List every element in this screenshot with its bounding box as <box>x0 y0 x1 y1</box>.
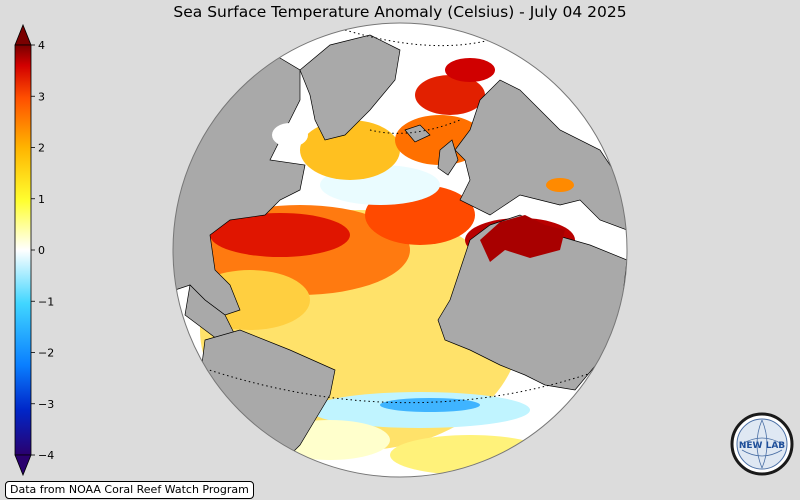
colorbar-min-extend <box>14 454 32 477</box>
colorbar-legend: 4 3 2 1 0 −1 −2 −3 −4 <box>14 23 54 477</box>
colorbar-tick-label: −3 <box>38 398 54 411</box>
europe <box>454 79 627 231</box>
colorbar-tick-label: 1 <box>38 193 45 206</box>
colorbar-tick-label: 4 <box>38 39 45 52</box>
british-isles <box>437 139 459 176</box>
arctic-circle-segment <box>369 119 461 134</box>
hudson-bay-anomaly <box>272 123 308 147</box>
mediterranean-anomaly <box>480 215 565 262</box>
colorbar-tick-label: 3 <box>38 90 45 103</box>
colorbar-tick-label: 2 <box>38 142 45 155</box>
colorbar-tick-label: −4 <box>38 449 54 462</box>
nevlab-globe-logo-icon[interactable]: NEW LAB <box>730 412 794 476</box>
colorbar-tick-label: −2 <box>38 347 54 360</box>
colorbar-tick-label: −1 <box>38 295 54 308</box>
colorbar-tick-label: 0 <box>38 244 45 257</box>
logo-text: NEW LAB <box>739 441 785 451</box>
black-sea-anomaly <box>546 178 574 192</box>
iceland <box>404 124 431 143</box>
globe-outline <box>172 22 628 478</box>
data-credit-label: Data from NOAA Coral Reef Watch Program <box>5 481 254 499</box>
greenland <box>299 34 401 141</box>
map-title: Sea Surface Temperature Anomaly (Celsius… <box>173 3 627 21</box>
